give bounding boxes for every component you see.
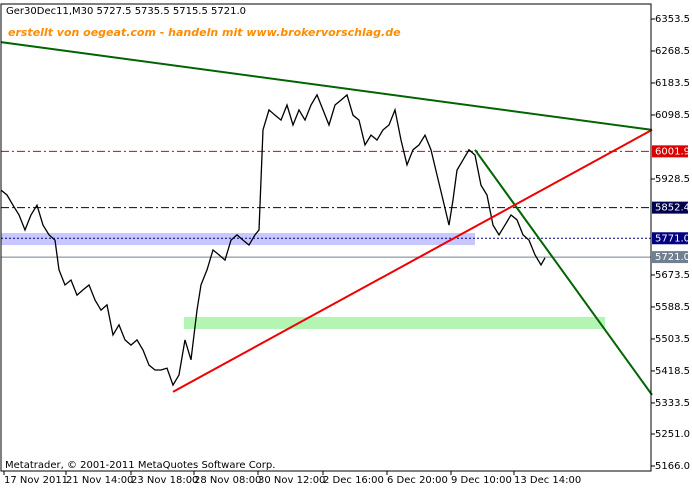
y-tick-label: 6268.5: [655, 46, 690, 57]
x-tick-label: 13 Dec 14:00: [514, 475, 581, 486]
x-tick-label: 2 Dec 16:00: [323, 475, 384, 486]
trendline: [172, 128, 653, 393]
y-tick-label: 5588.5: [655, 302, 690, 313]
level-label: 6001.9: [655, 146, 690, 157]
footer: Metatrader, © 2001-2011 MetaQuotes Softw…: [5, 460, 275, 471]
plot-frame: [0, 3, 652, 472]
level-label: 5852.4: [655, 203, 690, 214]
level-label-box: [652, 145, 688, 158]
x-tick-label: 17 Nov 2011: [4, 475, 68, 486]
x-tick-label: 30 Nov 12:00: [258, 475, 325, 486]
y-tick-label: 5503.5: [655, 334, 690, 345]
trendline: [0, 41, 653, 131]
annotation: erstellt von oegeat.com - handeln mit ww…: [8, 26, 401, 39]
x-tick-label: 21 Nov 14:00: [66, 475, 133, 486]
level-label-box: [652, 232, 688, 245]
level-label-box: [652, 251, 688, 264]
y-tick-label: 6353.5: [655, 14, 690, 25]
y-tick-label: 5418.5: [655, 366, 690, 377]
level-label: 5721.0: [655, 252, 690, 263]
chart-title: Ger30Dec11,M30 5727.5 5735.5 5715.5 5721…: [6, 6, 246, 17]
zone: [184, 316, 605, 329]
trendline: [474, 149, 653, 396]
x-tick-label: 9 Dec 10:00: [451, 475, 512, 486]
y-tick-label: 5673.5: [655, 270, 690, 281]
plot: [0, 41, 653, 396]
y-tick-label: 5166.0: [655, 461, 690, 472]
y-tick-label: 6098.5: [655, 110, 690, 121]
y-tick-label: 5251.0: [655, 429, 690, 440]
zone: [1, 233, 475, 246]
x-tick-label: 6 Dec 20:00: [387, 475, 448, 486]
y-tick-label: 6183.5: [655, 78, 690, 89]
price-line: [0, 93, 546, 387]
y-tick-label: 5928.5: [655, 174, 690, 185]
level-label: 5771.0: [655, 233, 690, 244]
level-label-box: [652, 201, 688, 214]
y-tick-label: 5333.5: [655, 398, 690, 409]
x-tick-label: 23 Nov 18:00: [131, 475, 198, 486]
x-tick-label: 28 Nov 08:00: [194, 475, 261, 486]
